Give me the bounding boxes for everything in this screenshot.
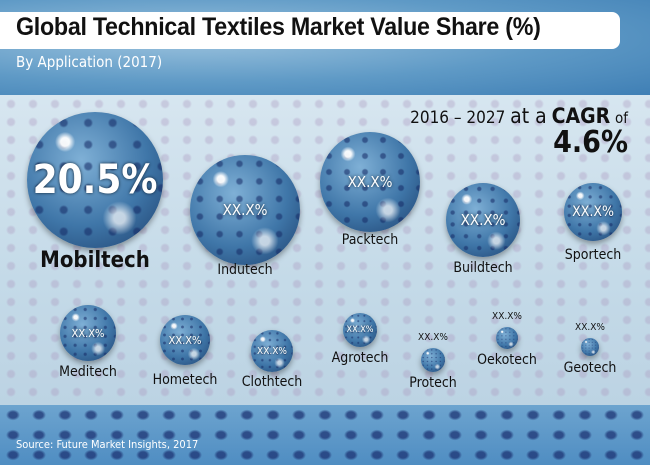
cagr-of: of bbox=[614, 109, 628, 127]
value-label: XX.X% bbox=[418, 332, 448, 343]
value-label: XX.X% bbox=[168, 333, 202, 347]
value-label: XX.X% bbox=[575, 322, 605, 333]
value-label: XX.X% bbox=[346, 325, 374, 335]
bubble-clothtech: XX.X% bbox=[251, 330, 293, 372]
cagr-label: CAGR bbox=[551, 104, 611, 128]
value-label: XX.X% bbox=[347, 173, 393, 191]
value-label: XX.X% bbox=[492, 311, 522, 322]
cagr-period: 2016 – 2027 bbox=[410, 108, 506, 128]
category-label: Hometech bbox=[152, 372, 218, 388]
value-label: 20.5% bbox=[32, 157, 158, 203]
bubble-packtech: XX.X% bbox=[320, 132, 420, 232]
bubble-mobiltech: 20.5% bbox=[27, 112, 163, 248]
category-label: Mobiltech bbox=[40, 248, 150, 273]
bubble-buildtech: XX.X% bbox=[446, 183, 520, 257]
chart-subtitle: By Application (2017) bbox=[16, 53, 163, 71]
category-label: Buildtech bbox=[453, 260, 513, 276]
category-label: Meditech bbox=[59, 364, 117, 380]
category-label: Indutech bbox=[217, 262, 273, 278]
value-label: XX.X% bbox=[460, 211, 506, 229]
bubble-meditech: XX.X% bbox=[60, 305, 116, 361]
category-label: Geotech bbox=[563, 360, 617, 376]
category-label: Oekotech bbox=[477, 352, 537, 368]
cagr-at-a: at a bbox=[510, 104, 547, 128]
source-note: Source: Future Market Insights, 2017 bbox=[16, 438, 199, 451]
category-label: Packtech bbox=[341, 232, 399, 248]
category-label: Protech bbox=[409, 375, 457, 391]
bubble-geotech bbox=[581, 338, 599, 356]
bubble-hometech: XX.X% bbox=[160, 315, 210, 365]
bubble-protech bbox=[421, 348, 445, 372]
cagr-callout: 2016 – 2027 at a CAGR of 4.6% bbox=[410, 104, 628, 158]
footer-background bbox=[0, 405, 650, 465]
value-label: XX.X% bbox=[257, 345, 287, 357]
category-label: Clothtech bbox=[241, 374, 303, 390]
value-label: XX.X% bbox=[71, 326, 105, 340]
value-label: XX.X% bbox=[572, 204, 614, 220]
bubble-agrotech: XX.X% bbox=[343, 313, 377, 347]
bubble-indutech: XX.X% bbox=[190, 155, 300, 265]
bubble-sportech: XX.X% bbox=[564, 183, 622, 241]
value-label: XX.X% bbox=[222, 201, 268, 219]
chart-title: Global Technical Textiles Market Value S… bbox=[16, 13, 541, 41]
title-box bbox=[0, 12, 620, 49]
category-label: Sportech bbox=[564, 247, 622, 263]
category-label: Agrotech bbox=[331, 350, 389, 366]
cagr-value: 4.6% bbox=[553, 125, 628, 160]
bubble-oekotech bbox=[496, 327, 518, 349]
